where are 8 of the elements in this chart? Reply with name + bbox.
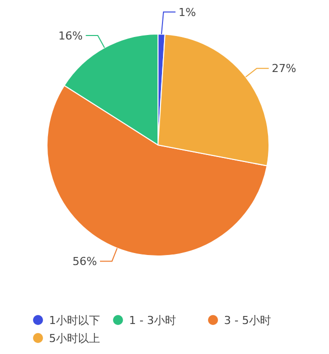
data-label: 27% xyxy=(272,62,296,76)
data-label: 56% xyxy=(72,255,97,268)
legend-label: 3 - 5小时 xyxy=(224,314,271,327)
data-label: 1% xyxy=(178,6,196,19)
data-label: 16% xyxy=(58,29,83,42)
legend-label: 1小时以下 xyxy=(49,314,100,327)
legend-label: 1 - 3小时 xyxy=(129,314,176,327)
legend-label: 5小时以上 xyxy=(49,332,100,345)
